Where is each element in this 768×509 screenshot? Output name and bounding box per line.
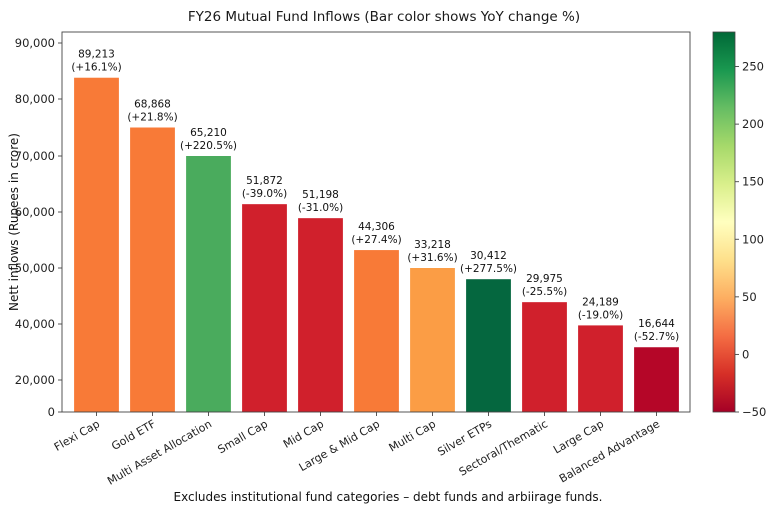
- y-tick-label: 60,000: [15, 205, 55, 219]
- bar-value-label: 89,213: [78, 49, 115, 61]
- y-axis: 0 20,000 40,000 50,000 60,000 70,000 80,000 90,…: [15, 36, 62, 419]
- bar-value-label: 51,872: [246, 175, 283, 187]
- colorbar-gradient: [712, 31, 736, 413]
- colorbar-tick-label: −50: [742, 405, 766, 419]
- x-tick-label: Mid Cap: [281, 417, 326, 450]
- bar-change-label: (+27.4%): [351, 234, 401, 246]
- bar-value-label: 29,975: [526, 273, 563, 285]
- y-tick-label: 0: [48, 405, 55, 419]
- bar-change-label: (+31.6%): [407, 252, 457, 264]
- bar-large-cap: [578, 325, 623, 412]
- bar-value-label: 68,868: [134, 99, 171, 111]
- colorbar-tick-label: 150: [742, 175, 764, 189]
- bar-value-label: 30,412: [470, 250, 507, 262]
- bar-small-cap: [242, 204, 287, 412]
- x-tick-label: Small Cap: [215, 417, 270, 456]
- y-tick-label: 70,000: [15, 149, 55, 163]
- y-tick-label: 80,000: [15, 92, 55, 106]
- x-tick-label: Multi Cap: [387, 417, 438, 454]
- y-axis-title: Nett inflows (Rupees in crore): [7, 133, 21, 311]
- plot-area: 89,213(+16.1%) 68,868(+21.8%) 65,210(+220.…: [71, 49, 679, 412]
- x-tick-label: Balanced Advantage: [557, 417, 662, 485]
- y-tick-label: 40,000: [15, 317, 55, 331]
- x-tick-label: Flexi Cap: [52, 417, 102, 453]
- colorbar-tick-label: 50: [742, 290, 757, 304]
- bar-change-label: (-52.7%): [634, 331, 679, 343]
- bar-value-label: 51,198: [302, 189, 339, 201]
- colorbar: −50 0 50 100 150 200 250: [712, 31, 766, 419]
- bar-value-label: 44,306: [358, 221, 395, 233]
- bar-change-label: (+16.1%): [71, 62, 121, 74]
- chart-title: FY26 Mutual Fund Inflows (Bar color show…: [188, 9, 580, 25]
- bar-flexi-cap: [74, 77, 119, 412]
- bar-gold-etf: [130, 127, 175, 412]
- colorbar-tick-label: 200: [742, 117, 764, 131]
- colorbar-tick-label: 100: [742, 232, 764, 246]
- colorbar-tick-label: 0: [742, 347, 749, 361]
- plot-frame: [61, 31, 691, 413]
- bar-change-label: (-39.0%): [242, 188, 287, 200]
- bar-balanced-advantage: [634, 347, 679, 412]
- chart-caption: Excludes institutional fund categories –…: [174, 490, 603, 504]
- bar-silver-etps: [466, 279, 511, 412]
- bar-value-label: 65,210: [190, 127, 227, 139]
- bar-change-label: (-19.0%): [578, 309, 623, 321]
- bar-change-label: (+21.8%): [127, 112, 177, 124]
- y-tick-label: 90,000: [15, 36, 55, 50]
- bar-sectoral-thematic: [522, 302, 567, 412]
- bar-value-label: 16,644: [638, 318, 675, 330]
- bar-multi-asset-allocation: [186, 156, 231, 412]
- bar-change-label: (+220.5%): [180, 140, 237, 152]
- y-tick-label: 20,000: [15, 373, 55, 387]
- bar-large-mid-cap: [354, 250, 399, 412]
- bar-change-label: (+277.5%): [460, 263, 517, 275]
- colorbar-tick-label: 250: [742, 60, 764, 74]
- bar-mid-cap: [298, 218, 343, 412]
- y-tick-label: 50,000: [15, 261, 55, 275]
- bar-value-label: 24,189: [582, 296, 619, 308]
- x-tick-label: Multi Asset Allocation: [105, 417, 214, 487]
- bar-multi-cap: [410, 268, 455, 412]
- bar-change-label: (-25.5%): [522, 286, 567, 298]
- x-tick-label: Gold ETF: [109, 417, 158, 453]
- bar-change-label: (-31.0%): [298, 202, 343, 214]
- bar-value-label: 33,218: [414, 239, 451, 251]
